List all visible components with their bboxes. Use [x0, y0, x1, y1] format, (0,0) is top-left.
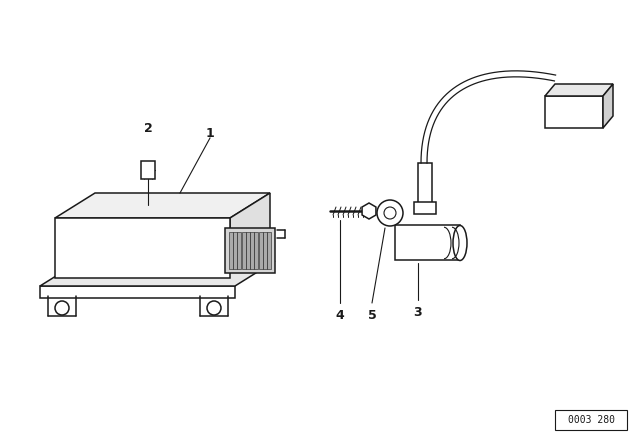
Polygon shape: [603, 84, 613, 128]
Bar: [263, 232, 267, 269]
Text: 1: 1: [205, 126, 214, 139]
Polygon shape: [414, 202, 436, 214]
Polygon shape: [545, 96, 603, 128]
Bar: [250, 232, 254, 269]
Bar: [229, 232, 233, 269]
Bar: [242, 232, 246, 269]
Text: 4: 4: [335, 309, 344, 322]
Polygon shape: [545, 84, 613, 96]
Bar: [233, 232, 237, 269]
Bar: [246, 232, 250, 269]
FancyBboxPatch shape: [555, 410, 627, 430]
Polygon shape: [40, 286, 235, 298]
Text: 0003 280: 0003 280: [566, 413, 614, 423]
Bar: [237, 232, 241, 269]
Polygon shape: [418, 163, 432, 208]
Polygon shape: [55, 193, 270, 218]
Text: 3: 3: [413, 306, 422, 319]
Polygon shape: [395, 225, 460, 260]
Text: 0003 280: 0003 280: [568, 415, 614, 425]
Polygon shape: [230, 193, 270, 278]
Bar: [267, 232, 271, 269]
Text: 5: 5: [367, 309, 376, 322]
Polygon shape: [40, 261, 275, 286]
Text: 2: 2: [143, 121, 152, 134]
Bar: [141, 161, 155, 179]
Bar: [259, 232, 262, 269]
Circle shape: [384, 207, 396, 219]
Polygon shape: [225, 228, 275, 273]
Ellipse shape: [453, 225, 467, 260]
Bar: [254, 232, 259, 269]
Circle shape: [377, 200, 403, 226]
Polygon shape: [55, 218, 230, 278]
Polygon shape: [362, 203, 376, 219]
